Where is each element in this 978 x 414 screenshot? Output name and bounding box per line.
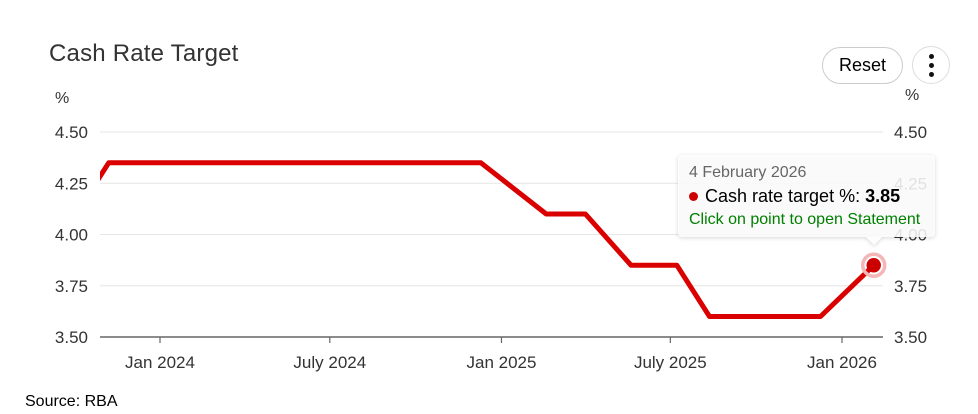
x-axis-label: Jan 2026: [807, 353, 877, 372]
x-axis-label: Jan 2024: [125, 353, 195, 372]
series-bullet-icon: [689, 192, 698, 201]
reset-button[interactable]: Reset: [822, 46, 904, 84]
kebab-menu-icon: [928, 53, 934, 77]
y-axis-label-left: 4.00: [55, 226, 88, 245]
y-axis-label-left: 4.25: [55, 174, 88, 193]
x-axis-label: July 2025: [634, 353, 707, 372]
last-point-halo: [860, 252, 887, 278]
tooltip-series-row: Cash rate target %: 3.85: [689, 186, 924, 207]
tooltip: 4 February 2026 Cash rate target %: 3.85…: [678, 155, 935, 245]
last-point-marker[interactable]: [866, 258, 881, 273]
y-axis-label-left: 3.50: [55, 328, 88, 347]
tooltip-hint: Click on point to open Statement: [689, 211, 921, 228]
chart-title: Cash Rate Target: [49, 40, 239, 67]
tooltip-value: 3.85: [865, 186, 901, 206]
y-axis-label-left: 4.50: [55, 123, 88, 142]
source-note: Source: RBA: [25, 393, 118, 410]
y-axis-label-left: 3.75: [55, 277, 88, 296]
y-axis-unit-left: %: [55, 90, 70, 107]
y-axis-label-right: 4.50: [894, 123, 927, 142]
chart-controls: Reset: [822, 46, 951, 84]
cash-rate-line[interactable]: [76, 160, 877, 319]
context-menu-button[interactable]: [912, 46, 951, 84]
tooltip-date: 4 February 2026: [689, 164, 807, 181]
y-axis-unit-right: %: [905, 87, 920, 104]
y-axis-label-right: 3.75: [894, 277, 927, 296]
y-axis-label-right: 3.50: [894, 328, 927, 347]
tooltip-caret-icon: [866, 237, 882, 245]
x-axis-label: July 2024: [293, 353, 366, 372]
x-axis-label: Jan 2025: [466, 353, 536, 372]
tooltip-series-label: Cash rate target %:: [705, 186, 861, 206]
